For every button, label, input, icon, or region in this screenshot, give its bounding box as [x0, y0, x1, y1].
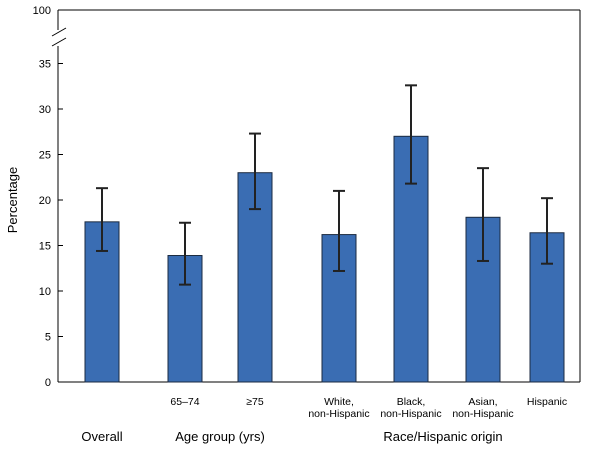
group-label: Overall [81, 429, 122, 444]
axis-break-mark [51, 27, 67, 37]
y-tick-label: 5 [45, 332, 51, 344]
y-tick-label: 25 [39, 150, 51, 162]
x-tick-label: Hispanic [527, 396, 567, 408]
y-axis: 100 0 5 10 15 20 25 30 35 [33, 5, 63, 389]
x-tick-label: ≥75 [246, 396, 264, 408]
group-labels: Overall Age group (yrs) Race/Hispanic orig… [81, 429, 502, 444]
y-tick-label: 20 [39, 195, 51, 207]
error-bars [96, 84, 553, 286]
group-label: Race/Hispanic origin [383, 429, 502, 444]
y-tick-label: 15 [39, 241, 51, 253]
axis-break-mark [51, 37, 67, 47]
y-axis-title: Percentage [5, 167, 20, 234]
x-tick-label: White, non-Hispanic [308, 396, 369, 420]
bars [84, 135, 565, 383]
group-label: Age group (yrs) [175, 429, 265, 444]
y-tick-label: 0 [45, 377, 51, 389]
x-tick-label: Asian, non-Hispanic [452, 396, 513, 420]
plot-frame [51, 9, 581, 383]
y-tick-label: 100 [33, 5, 51, 17]
x-axis-labels: 65–74 ≥75 White, non-Hispanic Black, non-Hisp… [170, 396, 567, 420]
x-tick-label: Black, non-Hispanic [380, 396, 441, 420]
x-tick-label: 65–74 [170, 396, 199, 408]
y-tick-label: 10 [39, 286, 51, 298]
y-tick-label: 35 [39, 59, 51, 71]
y-tick-label: 30 [39, 104, 51, 116]
